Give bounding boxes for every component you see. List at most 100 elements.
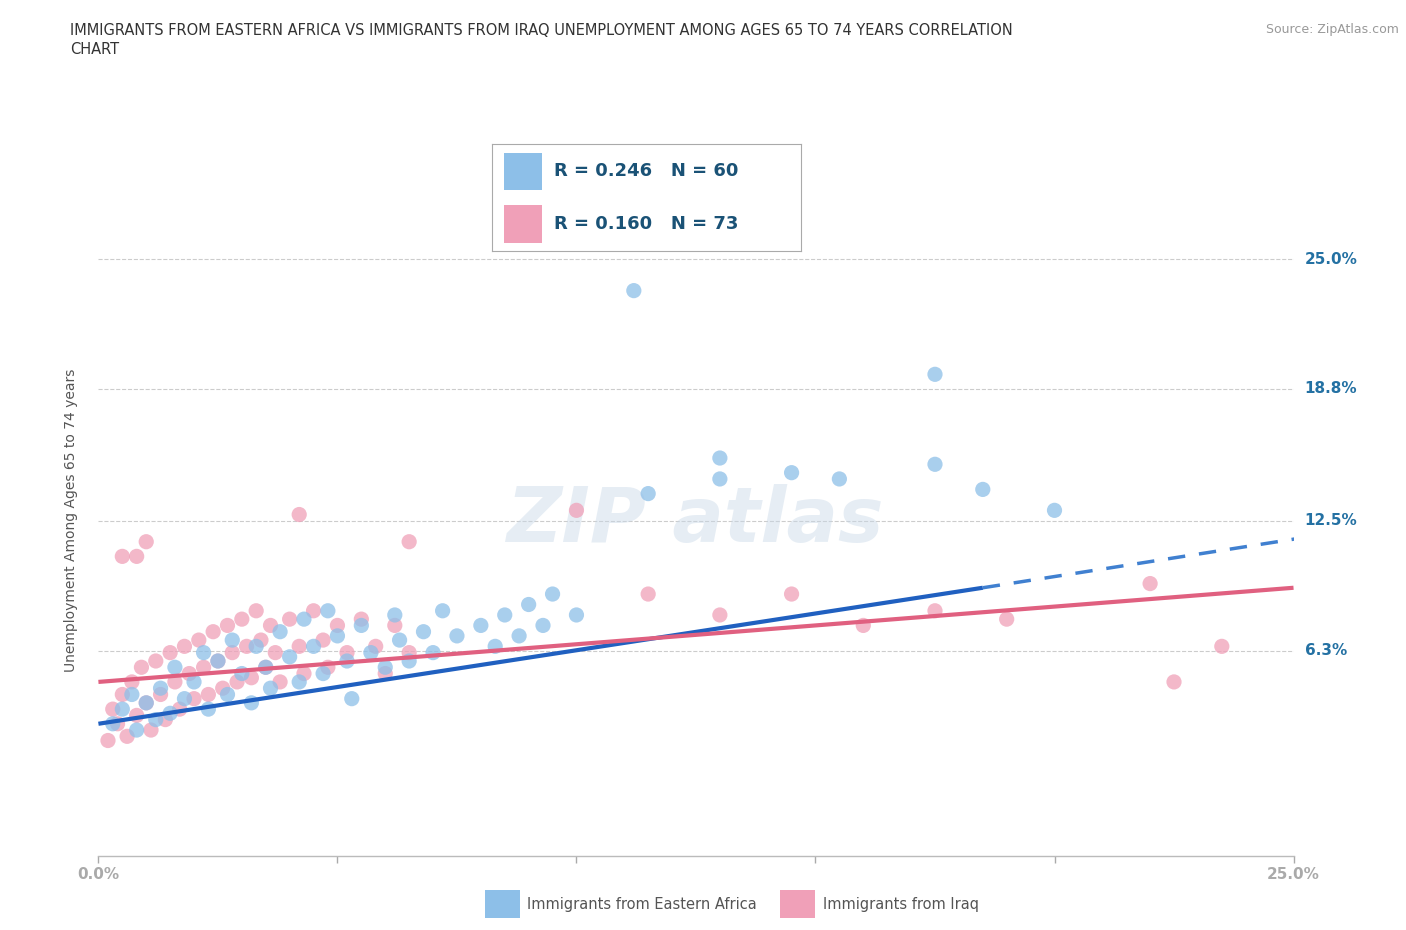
Point	[207, 654, 229, 669]
Point	[197, 701, 219, 716]
Point	[565, 607, 588, 622]
Text: Source: ZipAtlas.com: Source: ZipAtlas.com	[1265, 23, 1399, 36]
Point	[924, 366, 946, 381]
Text: CHART: CHART	[70, 42, 120, 57]
Point	[398, 645, 420, 660]
Point	[135, 696, 157, 711]
Point	[125, 549, 148, 564]
Point	[135, 696, 157, 711]
Point	[828, 472, 851, 486]
Point	[709, 450, 731, 465]
Point	[336, 654, 359, 669]
Point	[972, 482, 994, 497]
Point	[388, 632, 411, 647]
Point	[173, 691, 195, 706]
Point	[924, 457, 946, 472]
Point	[384, 618, 406, 633]
Point	[221, 632, 243, 647]
Point	[231, 666, 253, 681]
Point	[312, 666, 335, 681]
Point	[121, 687, 143, 702]
Point	[217, 618, 239, 633]
Point	[240, 696, 263, 711]
Text: Immigrants from Eastern Africa: Immigrants from Eastern Africa	[527, 897, 756, 912]
Point	[470, 618, 492, 633]
Text: ZIP atlas: ZIP atlas	[508, 484, 884, 558]
Point	[398, 534, 420, 549]
Text: IMMIGRANTS FROM EASTERN AFRICA VS IMMIGRANTS FROM IRAQ UNEMPLOYMENT AMONG AGES 6: IMMIGRANTS FROM EASTERN AFRICA VS IMMIGR…	[70, 23, 1014, 38]
Point	[852, 618, 875, 633]
Point	[235, 639, 257, 654]
Text: R = 0.160   N = 73: R = 0.160 N = 73	[554, 215, 738, 232]
Point	[111, 701, 134, 716]
Point	[149, 681, 172, 696]
Text: 12.5%: 12.5%	[1305, 513, 1357, 528]
Point	[1211, 639, 1233, 654]
Point	[269, 624, 291, 639]
Point	[135, 534, 157, 549]
Point	[531, 618, 554, 633]
Point	[240, 671, 263, 685]
Point	[326, 618, 349, 633]
Point	[312, 632, 335, 647]
Point	[254, 660, 277, 675]
Point	[1139, 576, 1161, 591]
Point	[163, 660, 186, 675]
Point	[259, 618, 281, 633]
Point	[446, 629, 468, 644]
Point	[187, 632, 209, 647]
Point	[139, 723, 162, 737]
Point	[398, 654, 420, 669]
Point	[155, 712, 177, 727]
Point	[121, 674, 143, 689]
Point	[326, 629, 349, 644]
Point	[350, 618, 373, 633]
Point	[159, 645, 181, 660]
Point	[131, 660, 153, 675]
Point	[517, 597, 540, 612]
Point	[245, 639, 267, 654]
Point	[211, 681, 233, 696]
Point	[217, 687, 239, 702]
Point	[250, 632, 273, 647]
Point	[221, 645, 243, 660]
Point	[259, 681, 281, 696]
Point	[565, 503, 588, 518]
Point	[541, 587, 564, 602]
Point	[374, 666, 396, 681]
Point	[288, 507, 311, 522]
Point	[302, 639, 325, 654]
Point	[292, 666, 315, 681]
Point	[995, 612, 1018, 627]
Point	[384, 607, 406, 622]
Point	[226, 674, 249, 689]
Point	[278, 649, 301, 664]
Y-axis label: Unemployment Among Ages 65 to 74 years: Unemployment Among Ages 65 to 74 years	[63, 369, 77, 672]
Point	[374, 660, 396, 675]
Point	[111, 687, 134, 702]
Text: 18.8%: 18.8%	[1305, 381, 1357, 396]
Point	[111, 549, 134, 564]
Text: 6.3%: 6.3%	[1305, 643, 1347, 658]
Point	[1163, 674, 1185, 689]
Point	[145, 654, 167, 669]
Point	[264, 645, 287, 660]
Point	[637, 486, 659, 501]
Point	[193, 645, 215, 660]
Point	[163, 674, 186, 689]
Point	[183, 674, 205, 689]
Point	[494, 607, 516, 622]
Point	[197, 687, 219, 702]
Point	[101, 716, 124, 731]
FancyBboxPatch shape	[505, 206, 541, 243]
Point	[412, 624, 434, 639]
Point	[125, 723, 148, 737]
Point	[179, 666, 201, 681]
Point	[484, 639, 506, 654]
Point	[125, 708, 148, 723]
Point	[288, 674, 311, 689]
Point	[254, 660, 277, 675]
Point	[316, 660, 339, 675]
Point	[350, 612, 373, 627]
Point	[149, 687, 172, 702]
